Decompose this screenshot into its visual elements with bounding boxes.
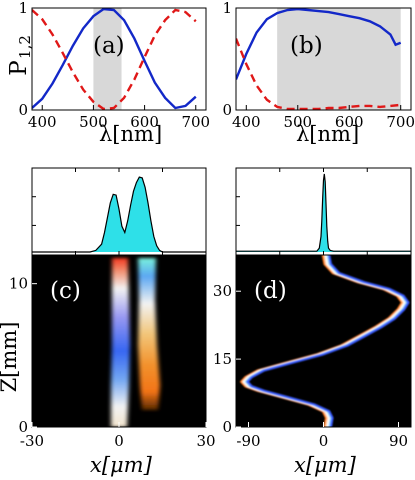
panel-a-ylabel-sub: 1,2 [16,35,34,59]
y-tick-label: 15 [213,350,232,368]
profile-right [235,167,412,256]
x-tick-label: 500 [79,113,108,131]
profile-left-line [32,176,206,253]
panel-b-series-solid [236,8,402,80]
x-tick-label: 500 [283,113,312,131]
panel-d-label: (d) [254,278,287,304]
beam-left [111,258,130,427]
y-tick-label: 0 [222,418,232,436]
y-tick-label: 1 [18,0,28,17]
panel-b-frame [235,7,412,111]
panel-b: 400 500 600 700 0 1 (b) λ[nm] [222,0,415,146]
y-tick-label: 0 [18,418,28,436]
panel-b-label: (b) [290,33,323,59]
x-tick-label: 700 [181,113,210,131]
panel-b-shade [277,8,401,110]
panel-d-background [236,255,411,427]
panel-a-shade [93,8,122,110]
profile-right-area [236,174,411,252]
panel-a-xlabel: λ[nm] [99,122,162,146]
profile-right-line [236,173,411,252]
zigzag-beam [240,255,410,427]
panel-a-frame [31,7,207,111]
y-tick-label: 30 [213,282,232,300]
x-tick-label: -90 [236,432,260,450]
x-tick-label: -30 [20,432,44,450]
panel-c-ylabel: Z[mm] [0,322,21,393]
panel-c-label: (c) [50,278,81,304]
panel-a-series-solid [32,8,197,110]
x-tick-label: 0 [114,432,124,450]
panel-a-label: (a) [93,33,125,59]
y-tick-label: 0 [222,101,232,119]
profile-left-area [32,177,206,252]
x-tick-label: 700 [386,113,415,131]
panel-a: 400 500 600 700 0 1 (a) λ[nm] P 1,2 [6,0,210,146]
x-tick-label: 0 [319,432,329,450]
beam-layer-4 [246,255,410,427]
x-tick-label: 90 [389,432,408,450]
y-tick-label: 10 [9,275,28,293]
x-tick-label: 400 [28,113,57,131]
beam-right [138,258,160,410]
panel-b-series-dashed [236,38,401,110]
panel-a-series-dashed [32,8,197,110]
x-tick-label: 600 [335,113,364,131]
panel-d-xlabel: x[μm] [294,453,357,477]
panel-a-ylabel: P [6,60,32,75]
x-tick-label: 600 [130,113,159,131]
profile-left [31,167,207,256]
y-tick-label: 0 [18,101,28,119]
y-tick-label: 1 [222,0,232,17]
x-tick-label: 400 [232,113,261,131]
x-tick-label: 30 [196,432,215,450]
panel-b-xlabel: λ[nm] [296,122,359,146]
panel-c-xlabel: x[μm] [90,453,153,477]
